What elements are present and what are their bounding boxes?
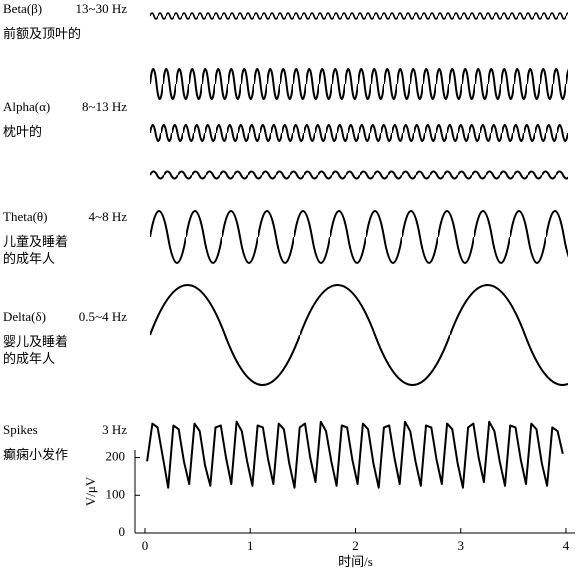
- beta-wave: [150, 8, 568, 24]
- band-name: Delta(δ): [3, 309, 46, 324]
- x-tick-label: 3: [458, 538, 465, 553]
- band-region: 枕叶的: [3, 124, 42, 139]
- alpha-wave: [150, 66, 568, 102]
- x-tick-label: 1: [247, 538, 254, 553]
- y-tick-label: 100: [106, 486, 126, 501]
- spike-wave: [146, 420, 564, 489]
- band-name: Alpha(α): [3, 99, 50, 114]
- band-region: 的成年人: [3, 351, 55, 366]
- alpha-wave: [150, 168, 568, 182]
- x-tick-label: 2: [352, 538, 359, 553]
- band-frequency: 8~13 Hz: [82, 99, 127, 114]
- band-name: Theta(θ): [3, 209, 47, 224]
- band-frequency: 0.5~4 Hz: [79, 309, 127, 324]
- x-tick-label: 0: [142, 538, 149, 553]
- band-region: 儿童及睡着: [3, 234, 68, 249]
- band-frequency: 13~30 Hz: [76, 1, 128, 16]
- band-region: 的成年人: [3, 251, 55, 266]
- x-axis-label: 时间/s: [338, 554, 373, 569]
- band-frequency: 4~8 Hz: [89, 209, 128, 224]
- y-tick-label: 0: [119, 524, 126, 539]
- alpha-wave: [150, 122, 568, 144]
- band-region: 前额及顶叶的: [3, 26, 81, 41]
- band-name: Spikes: [3, 422, 38, 437]
- x-tick-label: 4: [563, 538, 570, 553]
- y-tick-label: 200: [106, 449, 126, 464]
- y-axis-label: V/μV: [83, 476, 98, 506]
- band-name: Beta(β): [3, 1, 42, 16]
- band-frequency: 3 Hz: [102, 422, 127, 437]
- band-region: 婴儿及睡着: [3, 334, 68, 349]
- band-region: 癫痫小发作: [3, 447, 68, 462]
- theta-wave: [150, 205, 568, 269]
- delta-wave: [150, 280, 568, 390]
